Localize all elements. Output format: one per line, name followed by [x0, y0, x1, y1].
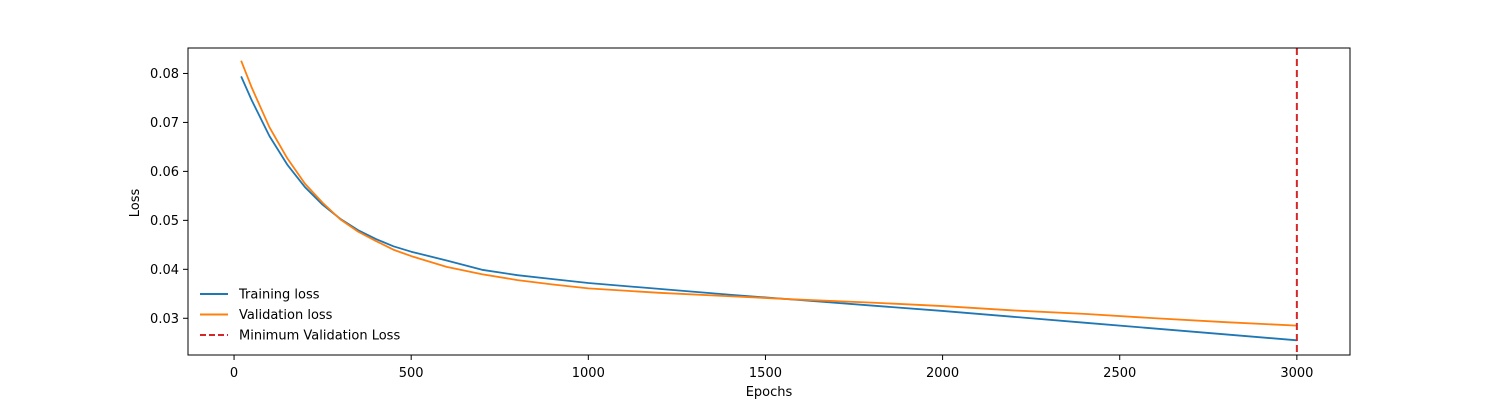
legend-label: Training loss	[238, 288, 320, 303]
x-tick-label: 2000	[926, 366, 959, 381]
x-tick-label: 1000	[572, 366, 605, 381]
y-tick-label: 0.05	[150, 214, 179, 229]
series-line-validation-loss	[240, 60, 1297, 327]
y-tick-label: 0.08	[150, 67, 179, 82]
y-tick-label: 0.07	[150, 116, 179, 131]
x-axis-ticks: 0 500 1000 1500 2000 2500 3000	[230, 355, 1313, 381]
x-axis-label: Epochs	[746, 385, 793, 400]
x-tick-label: 500	[399, 366, 424, 381]
y-axis-label: Loss	[128, 189, 143, 218]
y-axis-ticks: 0.03 0.04 0.05 0.06 0.07 0.08	[150, 67, 188, 327]
legend: Training loss Validation loss Minimum Vali…	[200, 288, 400, 344]
y-tick-label: 0.03	[150, 312, 179, 327]
series-layer	[240, 60, 1297, 342]
x-tick-label: 1500	[749, 366, 782, 381]
y-tick-label: 0.04	[150, 263, 179, 278]
x-tick-label: 3000	[1280, 366, 1313, 381]
y-tick-label: 0.06	[150, 165, 179, 180]
series-line-training-loss	[240, 76, 1297, 342]
legend-label: Minimum Validation Loss	[239, 329, 400, 344]
x-tick-label: 0	[230, 366, 238, 381]
legend-label: Validation loss	[239, 308, 333, 323]
x-tick-label: 2500	[1103, 366, 1136, 381]
plot-area-frame	[187, 47, 1351, 356]
